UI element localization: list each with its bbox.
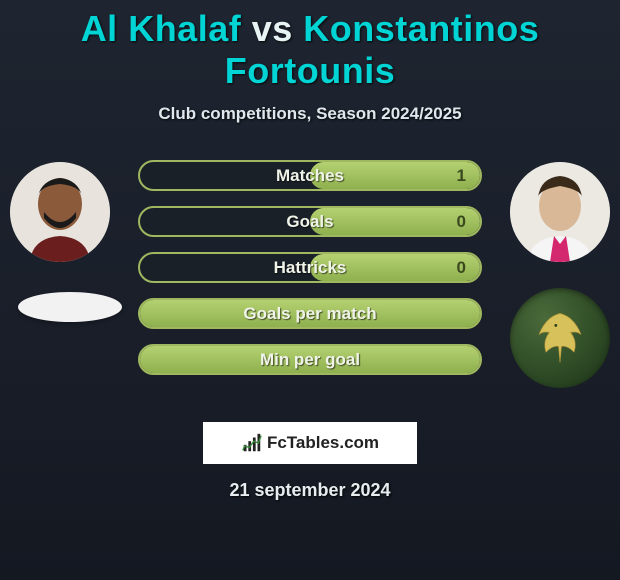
- stat-label: Goals: [140, 208, 480, 235]
- source-logo-text: FcTables.com: [267, 433, 379, 453]
- stat-label: Min per goal: [140, 346, 480, 373]
- stat-row: Goals per match: [138, 298, 482, 329]
- stat-bar-track: Goals per match: [138, 298, 482, 329]
- vs-label: vs: [252, 8, 293, 49]
- stat-row: Matches1: [138, 160, 482, 191]
- player2-avatar: [510, 162, 610, 262]
- stat-row: Min per goal: [138, 344, 482, 375]
- stat-value-right: 0: [457, 254, 466, 281]
- stat-bar-track: Goals0: [138, 206, 482, 237]
- stat-label: Hattricks: [140, 254, 480, 281]
- player-headshot-icon: [10, 162, 110, 262]
- comparison-panel: Matches1Goals0Hattricks0Goals per matchM…: [0, 152, 620, 412]
- stat-row: Goals0: [138, 206, 482, 237]
- page-title: Al Khalaf vs Konstantinos Fortounis: [0, 0, 620, 92]
- stat-bars: Matches1Goals0Hattricks0Goals per matchM…: [138, 160, 482, 390]
- stat-value-right: 1: [457, 162, 466, 189]
- date-label: 21 september 2024: [0, 480, 620, 501]
- source-logo: FcTables.com: [203, 422, 417, 464]
- player-headshot-icon: [510, 162, 610, 262]
- chart-icon: [241, 432, 263, 454]
- stat-row: Hattricks0: [138, 252, 482, 283]
- club-crest-eagle-icon: [525, 303, 595, 373]
- stat-bar-track: Matches1: [138, 160, 482, 191]
- stat-bar-track: Hattricks0: [138, 252, 482, 283]
- team2-crest: [510, 288, 610, 388]
- stat-label: Matches: [140, 162, 480, 189]
- stat-value-right: 0: [457, 208, 466, 235]
- player1-avatar: [10, 162, 110, 262]
- player1-name: Al Khalaf: [81, 8, 242, 49]
- stat-bar-track: Min per goal: [138, 344, 482, 375]
- stat-label: Goals per match: [140, 300, 480, 327]
- team1-logo-placeholder: [18, 292, 122, 322]
- subtitle: Club competitions, Season 2024/2025: [0, 104, 620, 124]
